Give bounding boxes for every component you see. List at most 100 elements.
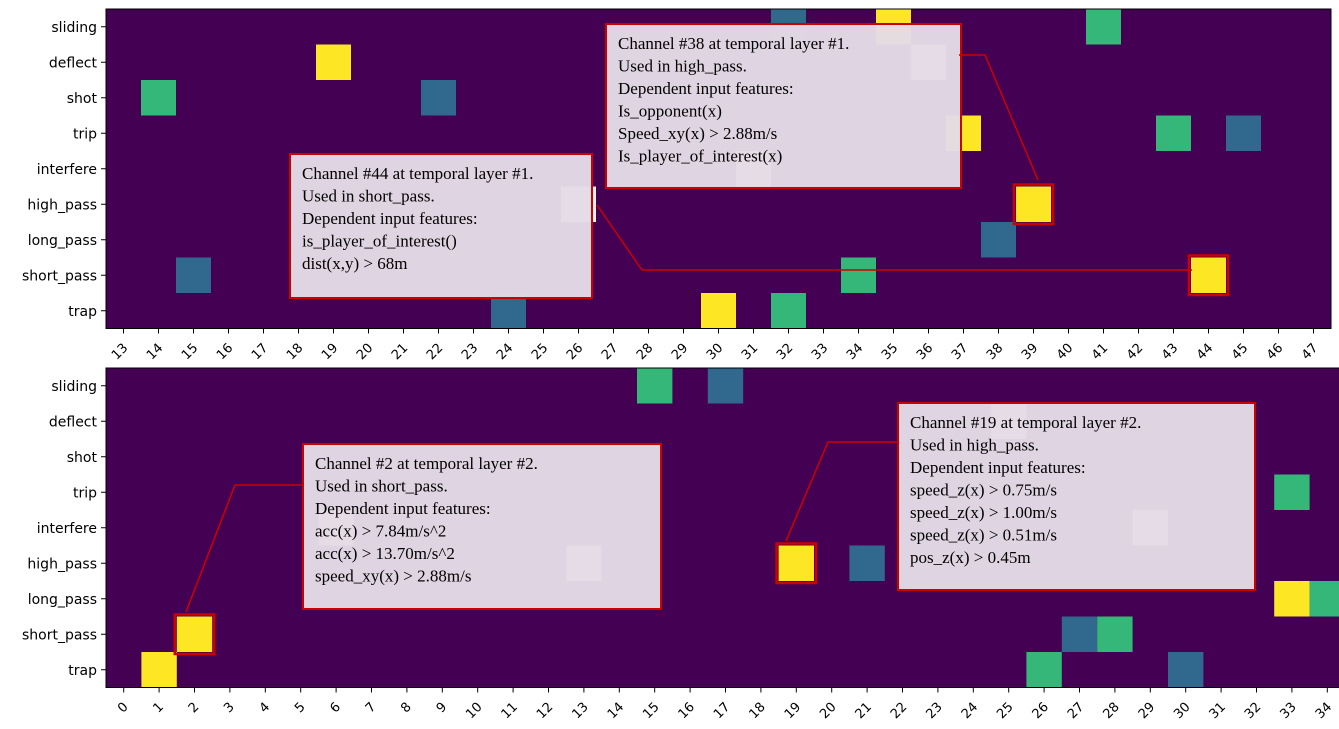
x-tick-label: 41: [1089, 341, 1111, 363]
y-tick-label: deflect: [49, 414, 98, 430]
x-tick-label: 24: [959, 700, 981, 722]
y-tick-label: trap: [68, 304, 97, 320]
heatmap-cell: [1156, 115, 1191, 151]
y-tick-label: shot: [67, 91, 98, 107]
x-tick-label: 20: [817, 700, 839, 722]
heatmap-cell: [1026, 652, 1062, 688]
x-tick-label: 32: [1242, 700, 1264, 722]
annotation-line: Used in high_pass.: [910, 436, 1039, 455]
x-tick-label: 13: [569, 700, 591, 722]
heatmap-cell: [176, 616, 213, 652]
y-tick-label: sliding: [51, 379, 97, 395]
annotation-box: [302, 443, 662, 610]
annotation-line: Used in short_pass.: [315, 477, 448, 496]
x-tick-label: 19: [782, 700, 804, 722]
x-tick-label: 27: [1065, 700, 1087, 722]
y-tick-label: trip: [73, 485, 97, 501]
x-tick-label: 37: [949, 341, 971, 363]
annotation-line: Dependent input features:: [910, 458, 1086, 477]
x-tick-label: 28: [634, 341, 656, 363]
heatmap-cell: [1097, 616, 1133, 652]
heatmap-cell: [701, 293, 736, 329]
x-tick-label: 25: [994, 700, 1016, 722]
x-tick-label: 29: [1136, 700, 1158, 722]
x-tick-label: 16: [676, 700, 698, 722]
heatmap-cell: [141, 80, 176, 116]
x-tick-label: 3: [221, 700, 237, 716]
x-tick-label: 31: [1207, 700, 1229, 722]
heatmap-cell: [849, 545, 885, 581]
x-tick-label: 23: [459, 341, 481, 363]
annotation-line: speed_z(x) > 1.00m/s: [910, 503, 1057, 522]
annotation-line: Channel #38 at temporal layer #1.: [618, 34, 849, 53]
annotation-line: Channel #2 at temporal layer #2.: [315, 454, 538, 473]
x-tick-label: 19: [319, 341, 341, 363]
x-tick-label: 26: [564, 341, 586, 363]
annotation-line: Used in high_pass.: [618, 57, 747, 76]
x-tick-label: 28: [1100, 700, 1122, 722]
x-tick-label: 40: [1054, 341, 1076, 363]
heatmap-panel-bottom: Channel #2 at temporal layer #2. Used in …: [22, 367, 1339, 722]
heatmap-cell: [1061, 616, 1098, 652]
x-tick-label: 47: [1299, 341, 1321, 363]
annotation-line: speed_z(x) > 0.51m/s: [910, 526, 1057, 545]
x-tick-label: 14: [144, 341, 166, 363]
x-tick-label: 22: [888, 700, 910, 722]
x-tick-label: 5: [292, 700, 308, 716]
y-tick-label: long_pass: [28, 592, 97, 608]
heatmap-cell: [141, 652, 177, 688]
annotation-line: Used in short_pass.: [302, 187, 435, 206]
highlight-outline: [1012, 183, 1055, 226]
x-tick-label: 15: [640, 700, 662, 722]
y-tick-label: short_pass: [22, 627, 97, 643]
heatmap-cell: [841, 257, 876, 293]
annotation-line: Channel #19 at temporal layer #2.: [910, 413, 1141, 432]
annotation-line: is_player_of_interest(): [302, 232, 457, 251]
annotation-leader-line: [185, 484, 303, 613]
heatmap-cell: [1309, 581, 1339, 617]
annotation-line: Is_opponent(x): [618, 102, 722, 121]
annotation-leader-line: [959, 54, 1039, 181]
x-tick-label: 1: [150, 700, 166, 716]
x-tick-label: 16: [214, 341, 236, 363]
x-tick-label: 11: [499, 700, 521, 722]
heatmap-cell: [1168, 652, 1204, 688]
x-tick-label: 20: [354, 341, 376, 363]
x-tick-label: 12: [534, 700, 556, 722]
x-tick-label: 43: [1159, 341, 1181, 363]
y-tick-label: interfere: [37, 162, 97, 178]
annotation-line: acc(x) > 13.70m/s^2: [315, 544, 455, 563]
y-tick-label: interfere: [37, 521, 97, 537]
y-tick-label: high_pass: [27, 197, 97, 213]
x-tick-label: 18: [746, 700, 768, 722]
heatmap-cell: [1086, 9, 1121, 45]
annotation-line: Dependent input features:: [302, 209, 478, 228]
heatmap-cell: [1274, 581, 1310, 617]
x-tick-label: 18: [284, 341, 306, 363]
heatmap-cell: [421, 80, 456, 116]
x-tick-label: 32: [774, 341, 796, 363]
x-tick-label: 17: [249, 341, 271, 363]
x-tick-label: 30: [1171, 700, 1193, 722]
x-tick-label: 21: [389, 341, 411, 363]
x-tick-label: 29: [669, 341, 691, 363]
x-tick-label: 23: [923, 700, 945, 722]
annotation-box: [897, 402, 1256, 591]
x-tick-label: 27: [599, 341, 621, 363]
y-tick-label: long_pass: [28, 233, 97, 249]
y-tick-label: short_pass: [22, 268, 97, 284]
heatmap-panel-top: Channel #38 at temporal layer #1. Used in…: [22, 8, 1332, 363]
x-tick-label: 10: [463, 700, 485, 722]
annotation-line: Is_player_of_interest(x): [618, 147, 782, 166]
x-tick-label: 13: [109, 341, 131, 363]
x-tick-label: 36: [914, 341, 936, 363]
x-tick-label: 17: [711, 700, 733, 722]
x-tick-label: 46: [1264, 341, 1286, 363]
x-tick-label: 45: [1229, 341, 1251, 363]
y-tick-label: sliding: [51, 20, 97, 36]
x-tick-label: 14: [605, 700, 627, 722]
x-tick-label: 26: [1030, 700, 1052, 722]
heatmap-cell: [1191, 257, 1226, 293]
annotation-line: dist(x,y) > 68m: [302, 254, 407, 273]
heatmap-cell: [1016, 186, 1051, 222]
